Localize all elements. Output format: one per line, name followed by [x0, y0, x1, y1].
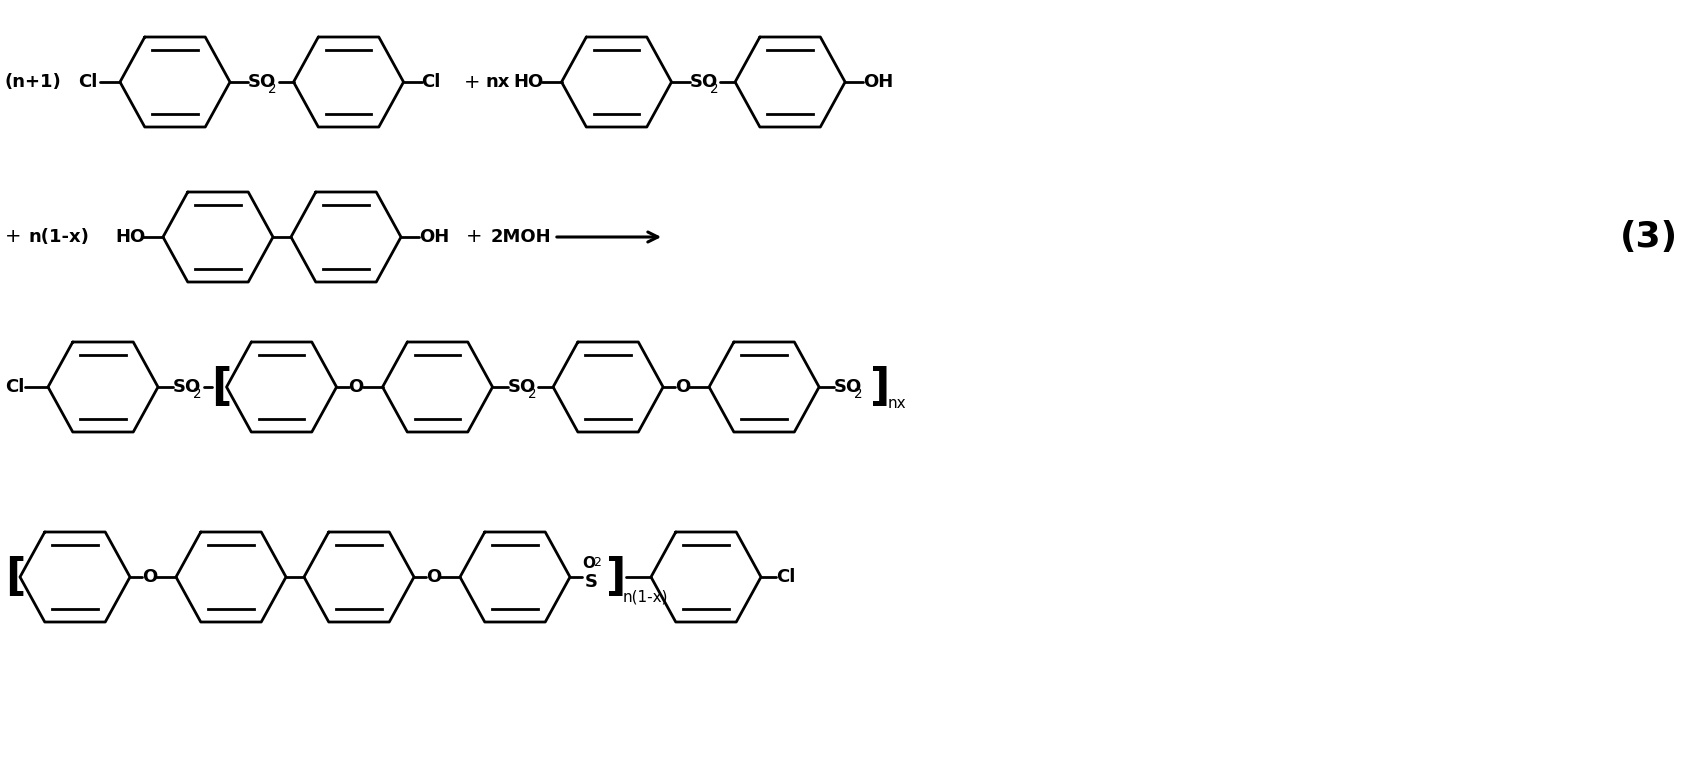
- Text: Cl: Cl: [776, 568, 795, 586]
- Text: SO: SO: [507, 378, 536, 396]
- Text: [: [: [5, 556, 25, 598]
- Text: 2MOH: 2MOH: [490, 228, 551, 246]
- Text: 2: 2: [528, 387, 536, 401]
- Text: nx: nx: [485, 73, 511, 91]
- Text: SO: SO: [834, 378, 862, 396]
- Text: OH: OH: [862, 73, 893, 91]
- Text: O: O: [675, 378, 690, 396]
- Text: (3): (3): [1620, 220, 1677, 254]
- Text: SO: SO: [690, 73, 717, 91]
- Text: 2: 2: [269, 82, 277, 96]
- Text: 2: 2: [193, 387, 201, 401]
- Text: +: +: [463, 73, 480, 92]
- Text: O: O: [582, 556, 595, 571]
- Text: +: +: [5, 228, 22, 246]
- Text: S: S: [585, 573, 599, 591]
- Text: 2: 2: [594, 557, 600, 570]
- Text: Cl: Cl: [421, 73, 441, 91]
- Text: nx: nx: [888, 395, 906, 411]
- Text: ]: ]: [869, 365, 889, 408]
- Text: [: [: [211, 365, 232, 408]
- Text: SO: SO: [172, 378, 201, 396]
- Text: 2: 2: [710, 82, 719, 96]
- Text: HO: HO: [514, 73, 545, 91]
- Text: OH: OH: [419, 228, 450, 246]
- Text: SO: SO: [249, 73, 276, 91]
- Text: n(1-x): n(1-x): [29, 228, 90, 246]
- Text: 2: 2: [854, 387, 862, 401]
- Text: HO: HO: [115, 228, 145, 246]
- Text: +: +: [467, 228, 482, 246]
- Text: n(1-x): n(1-x): [622, 590, 668, 604]
- Text: Cl: Cl: [5, 378, 24, 396]
- Text: ]: ]: [605, 556, 626, 598]
- Text: Cl: Cl: [78, 73, 98, 91]
- Text: O: O: [348, 378, 364, 396]
- Text: (n+1): (n+1): [5, 73, 63, 91]
- Text: O: O: [142, 568, 157, 586]
- Text: O: O: [426, 568, 441, 586]
